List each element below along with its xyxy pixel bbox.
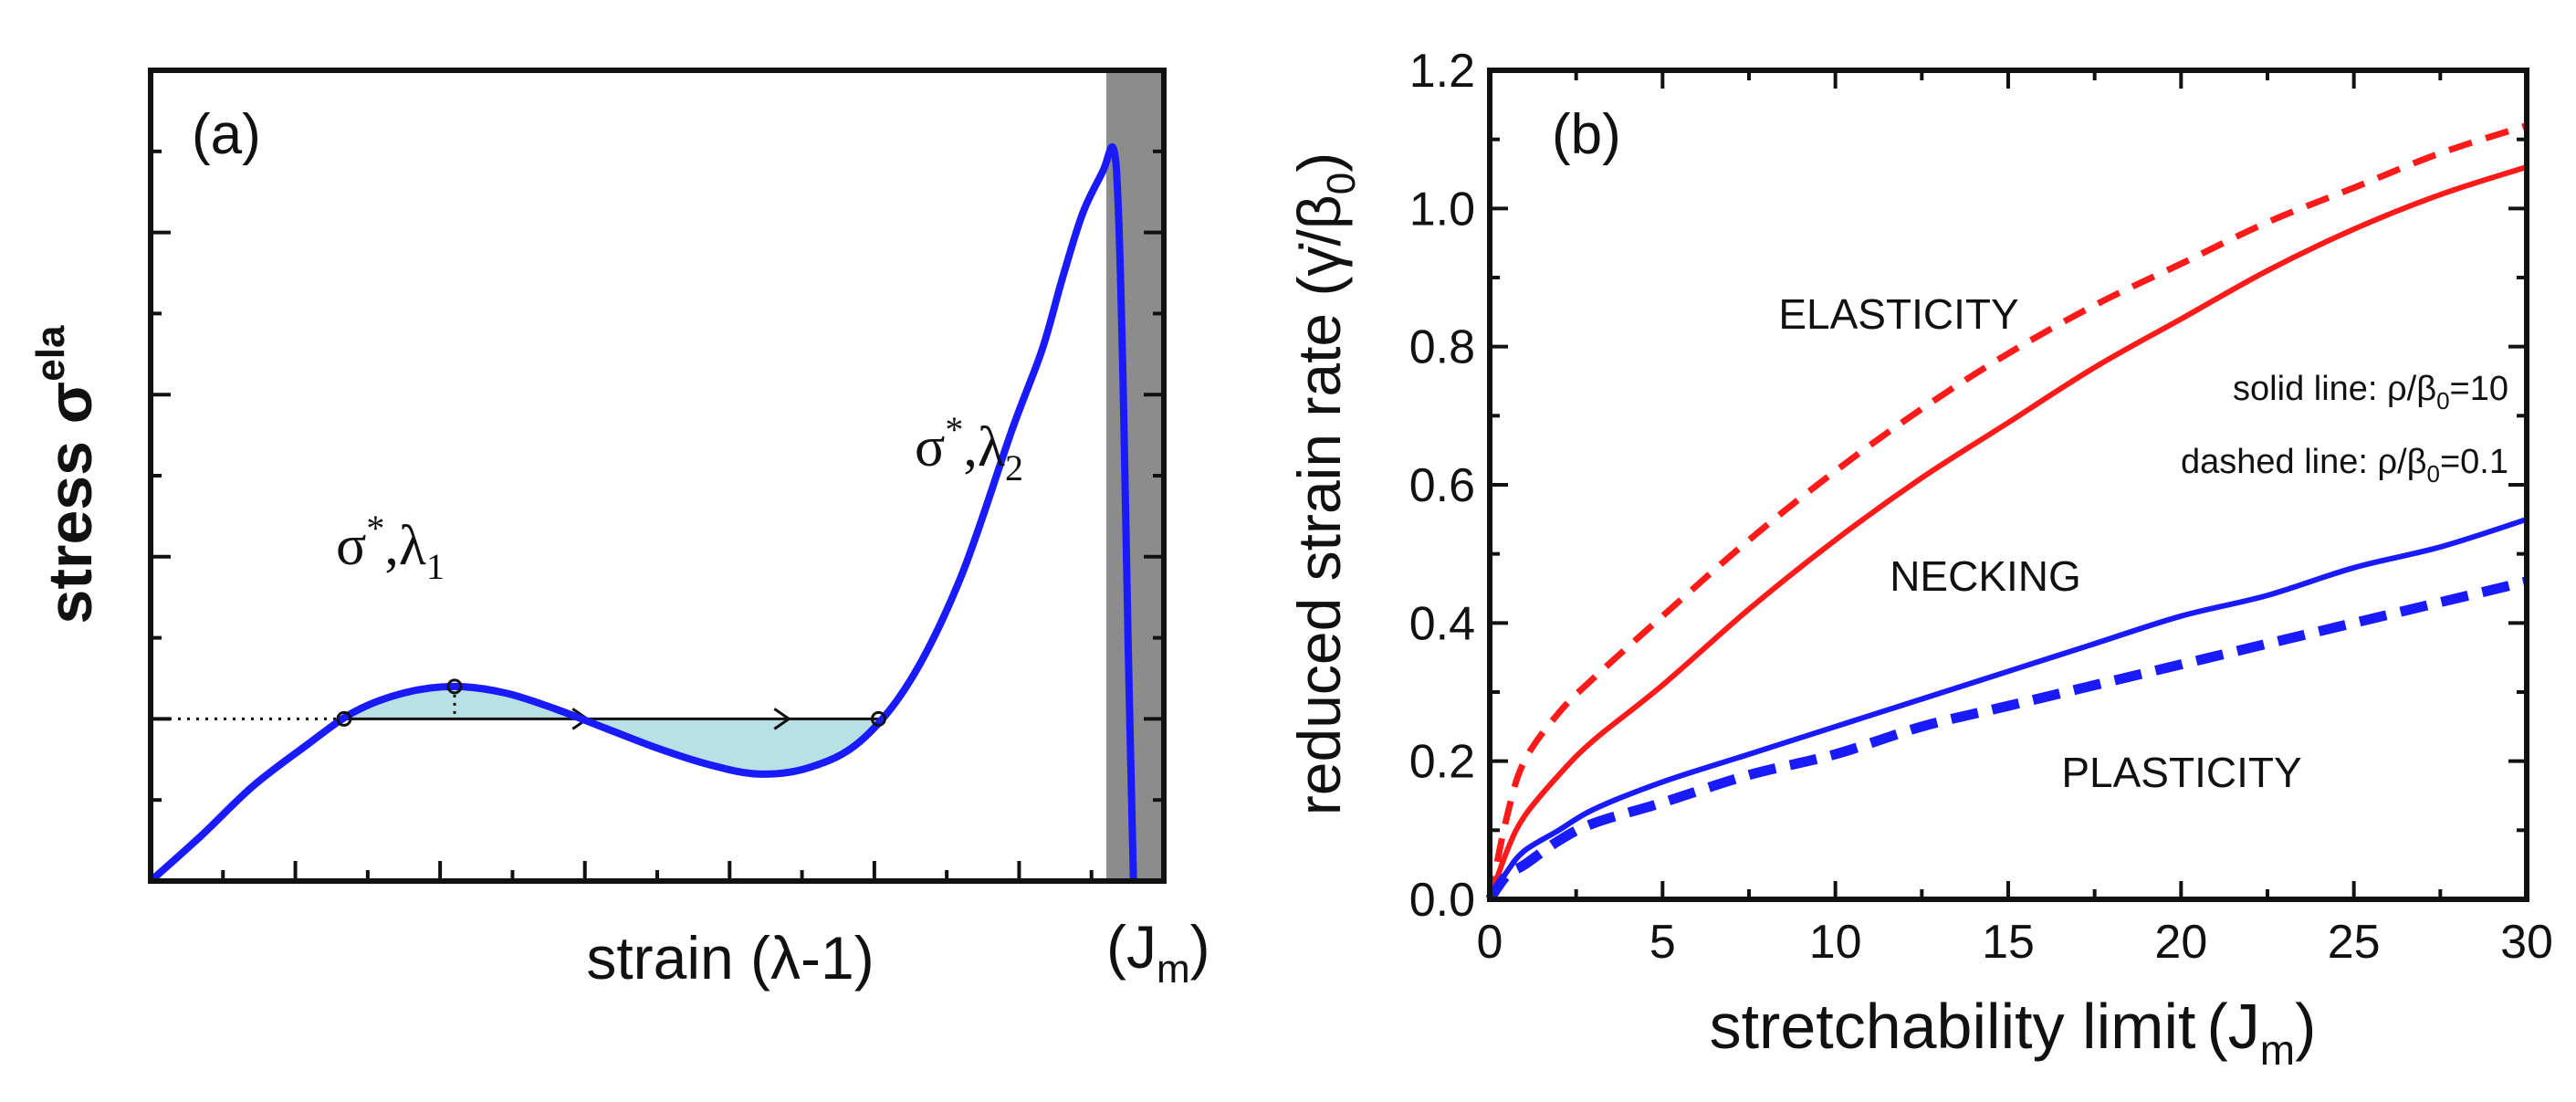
- y-axis-label: reduced strain rate (γ̇/β0): [1285, 152, 1364, 815]
- tick-labels: 0 5 10 15 20 25 30 0.0 0.2 0.4 0.6 0.8 1.0 1.2: [1409, 45, 2553, 969]
- legend-note-solid: solid line: ρ/β0=10: [2233, 370, 2508, 415]
- jm-open: (J: [1106, 913, 1157, 981]
- legend-solid-post: =10: [2450, 370, 2508, 408]
- x-tick-label: 15: [1982, 916, 2035, 969]
- marker-lambda2: [870, 710, 886, 727]
- jm-sub: m: [1157, 947, 1190, 992]
- ann1-sup: *: [366, 508, 384, 549]
- annotation-lambda1: σ*,λ1: [336, 508, 445, 587]
- x-axis-main: stretchability limit: [1710, 991, 2196, 1062]
- y-axis-main: stress σ: [36, 382, 105, 624]
- x-tick-label: 25: [2328, 916, 2381, 969]
- ann2-mid: ,λ: [963, 416, 1005, 478]
- series-line: [1487, 516, 2528, 901]
- x-tick-label: 0: [1477, 916, 1503, 969]
- ann1-mid: ,λ: [384, 515, 426, 577]
- panel-label: (a): [192, 103, 261, 166]
- x-axis-paren: (J: [2206, 991, 2259, 1062]
- panel-b: 0 5 10 15 20 25 30 0.0 0.2 0.4 0.6 0.8 1.0 1.2 (b) EL…: [1285, 45, 2553, 1074]
- region-label-necking: NECKING: [1890, 552, 2081, 600]
- x-tick-label: 5: [1649, 916, 1676, 969]
- svg-text:reduced strain rate (γ̇/β0): reduced strain rate (γ̇/β0): [1285, 152, 1364, 815]
- y-axis-main: reduced strain rate (γ̇/β: [1285, 194, 1353, 815]
- legend-solid-sub: 0: [2436, 387, 2449, 415]
- region-label-plasticity: PLASTICITY: [2061, 749, 2301, 796]
- arrow-head: [773, 708, 791, 730]
- y-tick-label: 0.8: [1409, 321, 1475, 374]
- x-tick-label: 20: [2154, 916, 2207, 969]
- x-tick-label: 30: [2500, 916, 2553, 969]
- tick-marks: [1488, 68, 2529, 901]
- y-tick-label: 0.6: [1409, 459, 1475, 512]
- jm-label: (Jm): [1106, 913, 1210, 992]
- y-axis-sub: 0: [1319, 173, 1364, 194]
- y-tick-label: 1.2: [1409, 45, 1475, 98]
- svg-text:stress σela: stress σela: [28, 325, 105, 624]
- ann1-sigma: σ: [336, 515, 366, 577]
- series-line: [148, 142, 1137, 884]
- series-line: [1487, 164, 2528, 901]
- legend-note-dashed: dashed line: ρ/β0=0.1: [2181, 443, 2508, 488]
- ann2-sub: 2: [1005, 447, 1023, 488]
- marker-lambda1: [336, 710, 352, 727]
- ann2-sup: *: [945, 409, 963, 450]
- series-line: [1486, 122, 2529, 900]
- legend-dashed-pre: dashed line: ρ/β: [2181, 443, 2427, 481]
- x-tick-label: 10: [1809, 916, 1862, 969]
- x-axis-label: strain (λ-1): [586, 924, 874, 992]
- panel-label: (b): [1552, 103, 1621, 166]
- x-axis-label: stretchability limit (Jm): [1710, 991, 2317, 1074]
- y-tick-label: 0.4: [1409, 597, 1475, 650]
- y-axis-close: ): [1285, 152, 1353, 173]
- legend-dashed-post: =0.1: [2440, 443, 2508, 481]
- jm-close: ): [1190, 913, 1210, 981]
- plot-frame: [1487, 68, 2529, 902]
- tick-marks: [151, 149, 1164, 881]
- panel-a: (a) strain (λ-1) (Jm) stress σela σ*,λ1 …: [28, 68, 1210, 992]
- y-axis-sup: ela: [28, 325, 73, 382]
- annotation-lambda2: σ*,λ2: [915, 409, 1023, 488]
- ann2-sigma: σ: [915, 416, 945, 478]
- marker-peak: [446, 678, 463, 695]
- legend-dashed-sub: 0: [2427, 460, 2440, 488]
- legend-solid-pre: solid line: ρ/β: [2233, 370, 2436, 408]
- x-axis-sub: m: [2260, 1026, 2295, 1074]
- x-axis-close: ): [2295, 991, 2316, 1062]
- ann1-sub: 1: [426, 546, 445, 587]
- y-tick-label: 1.0: [1409, 183, 1475, 236]
- y-tick-label: 0.2: [1409, 736, 1475, 789]
- y-axis-label: stress σela: [28, 325, 105, 624]
- plot-frame: [148, 68, 1167, 884]
- series-line: [1485, 576, 2529, 903]
- y-tick-label: 0.0: [1409, 874, 1475, 927]
- region-label-elasticity: ELASTICITY: [1778, 290, 2018, 338]
- series-group: [1485, 122, 2529, 903]
